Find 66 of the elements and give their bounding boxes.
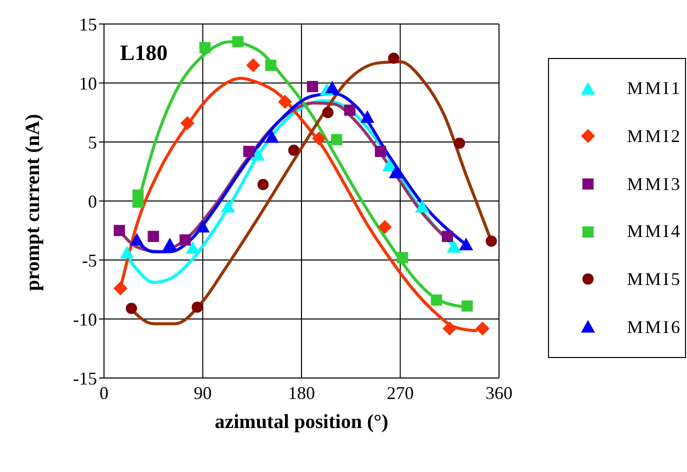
point [322,106,334,118]
point [415,200,430,212]
y-tick-label: -10 [73,309,97,330]
point [388,52,400,64]
point [132,196,144,208]
point [250,148,265,161]
point [312,131,326,146]
y-axis-title: prompt current (nA) [22,114,44,291]
point [130,232,144,246]
point [476,321,490,336]
point [232,36,244,48]
point [120,246,134,259]
point [459,238,474,250]
point [442,230,454,242]
point [344,104,356,116]
x-axis-title: azimutal position (°) [214,411,388,433]
point [486,236,497,247]
point [265,60,276,71]
point [454,138,466,149]
point [114,224,125,236]
y-tick-label: 10 [79,73,97,94]
point [162,238,177,250]
legend-label: MMI2 [627,126,682,147]
point [243,146,254,158]
point [264,130,279,143]
legend-label: MMI5 [627,268,682,290]
y-tick-label: 15 [79,14,97,34]
point [148,230,159,242]
legend-label: MMI4 [627,221,682,242]
point [246,58,260,72]
point [180,116,194,130]
legend-label: MMI3 [627,174,682,195]
x-tick-label: 360 [486,382,512,403]
legend-label: MMI1 [627,78,682,100]
point [113,281,128,296]
point [126,302,138,314]
point [360,110,374,123]
point [396,252,408,264]
point [442,321,457,336]
x-tick-label: 270 [386,382,414,403]
point [257,178,269,190]
point [288,144,300,156]
point [278,94,292,109]
point [447,240,462,253]
point [306,80,318,92]
y-tick-label: 5 [88,132,97,152]
point [186,241,200,254]
point [331,134,342,146]
point [388,166,403,178]
point [374,146,386,158]
legend-label: MMI6 [627,316,682,338]
point [378,220,392,234]
point [192,302,203,313]
point [462,300,473,312]
annotation: L180 [120,40,168,66]
y-tick-label: 0 [88,191,97,212]
y-tick-label: -5 [82,250,97,270]
point [196,220,210,233]
point [220,200,235,212]
x-tick-label: 90 [194,382,212,403]
point [199,42,211,54]
x-tick-label: 180 [288,382,315,403]
point [325,80,340,94]
point [180,234,191,246]
point [430,294,442,306]
y-tick-label: -15 [73,368,97,388]
